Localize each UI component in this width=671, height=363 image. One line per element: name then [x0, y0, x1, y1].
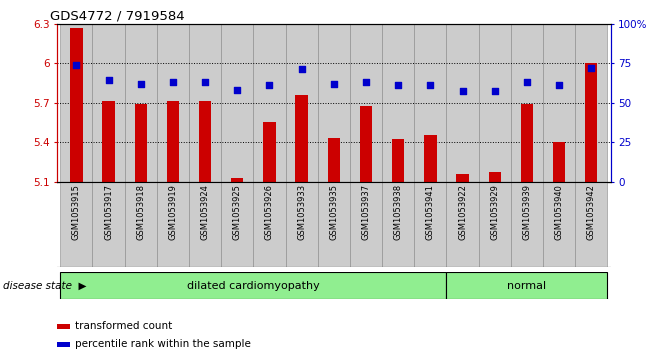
Bar	[60, 272, 446, 299]
Bar	[57, 342, 70, 347]
Bar	[125, 182, 157, 267]
Text: GSM1053929: GSM1053929	[491, 184, 499, 240]
Bar	[446, 272, 607, 299]
Bar	[478, 182, 511, 267]
Bar	[446, 182, 478, 267]
Bar	[157, 24, 189, 182]
Bar	[392, 139, 405, 182]
Bar	[231, 178, 244, 182]
Point	[329, 81, 339, 86]
Text: GSM1053917: GSM1053917	[104, 184, 113, 240]
Bar	[414, 182, 446, 267]
Bar	[189, 182, 221, 267]
Bar	[199, 101, 211, 182]
Text: GSM1053926: GSM1053926	[265, 184, 274, 240]
Bar	[318, 182, 350, 267]
Point	[360, 79, 371, 85]
Bar	[488, 172, 501, 182]
Text: dilated cardiomyopathy: dilated cardiomyopathy	[187, 281, 320, 291]
Bar	[575, 182, 607, 267]
Bar	[189, 24, 221, 182]
Point	[457, 89, 468, 94]
Text: GSM1053918: GSM1053918	[136, 184, 145, 240]
Bar	[93, 24, 125, 182]
Text: GSM1053939: GSM1053939	[523, 184, 531, 240]
Point	[554, 82, 564, 88]
Bar	[318, 24, 350, 182]
Bar	[125, 24, 157, 182]
Point	[71, 62, 82, 68]
Text: GSM1053940: GSM1053940	[555, 184, 564, 240]
Bar	[263, 122, 276, 182]
Text: GSM1053937: GSM1053937	[362, 184, 370, 240]
Bar	[424, 135, 437, 182]
Bar	[221, 182, 254, 267]
Point	[425, 82, 435, 88]
Point	[586, 65, 597, 71]
Bar	[93, 182, 125, 267]
Point	[489, 89, 500, 94]
Text: GSM1053933: GSM1053933	[297, 184, 306, 240]
Text: GSM1053935: GSM1053935	[329, 184, 338, 240]
Bar	[446, 24, 478, 182]
Bar	[295, 95, 308, 182]
Bar	[60, 24, 93, 182]
Point	[232, 87, 243, 93]
Bar	[286, 24, 318, 182]
Bar	[157, 182, 189, 267]
Text: percentile rank within the sample: percentile rank within the sample	[75, 339, 252, 349]
Text: GSM1053922: GSM1053922	[458, 184, 467, 240]
Bar	[382, 182, 414, 267]
Point	[297, 66, 307, 72]
Bar	[553, 142, 565, 182]
Bar	[166, 101, 179, 182]
Bar	[478, 24, 511, 182]
Bar	[543, 182, 575, 267]
Bar	[221, 24, 254, 182]
Bar	[350, 182, 382, 267]
Point	[264, 82, 275, 88]
Bar	[350, 24, 382, 182]
Text: GSM1053915: GSM1053915	[72, 184, 81, 240]
Bar	[382, 24, 414, 182]
Bar	[60, 182, 93, 267]
Point	[521, 79, 532, 85]
Bar	[414, 24, 446, 182]
Text: normal: normal	[507, 281, 546, 291]
Text: GSM1053942: GSM1053942	[587, 184, 596, 240]
Point	[136, 81, 146, 86]
Bar	[103, 101, 115, 182]
Bar	[57, 324, 70, 329]
Text: transformed count: transformed count	[75, 321, 172, 331]
Text: disease state  ▶: disease state ▶	[3, 281, 87, 291]
Point	[200, 79, 211, 85]
Text: GSM1053919: GSM1053919	[168, 184, 177, 240]
Bar	[360, 106, 372, 182]
Bar	[511, 182, 543, 267]
Point	[393, 82, 403, 88]
Text: GSM1053941: GSM1053941	[426, 184, 435, 240]
Bar	[456, 174, 469, 182]
Bar	[575, 24, 607, 182]
Point	[168, 79, 178, 85]
Bar	[511, 24, 543, 182]
Bar	[70, 28, 83, 182]
Text: GSM1053924: GSM1053924	[201, 184, 209, 240]
Bar	[134, 104, 147, 182]
Bar	[585, 63, 597, 182]
Bar	[286, 182, 318, 267]
Bar	[254, 24, 286, 182]
Text: GSM1053925: GSM1053925	[233, 184, 242, 240]
Bar	[254, 182, 286, 267]
Text: GSM1053938: GSM1053938	[394, 184, 403, 240]
Bar	[521, 104, 533, 182]
Text: GDS4772 / 7919584: GDS4772 / 7919584	[50, 9, 185, 22]
Bar	[327, 138, 340, 182]
Point	[103, 78, 114, 83]
Bar	[543, 24, 575, 182]
